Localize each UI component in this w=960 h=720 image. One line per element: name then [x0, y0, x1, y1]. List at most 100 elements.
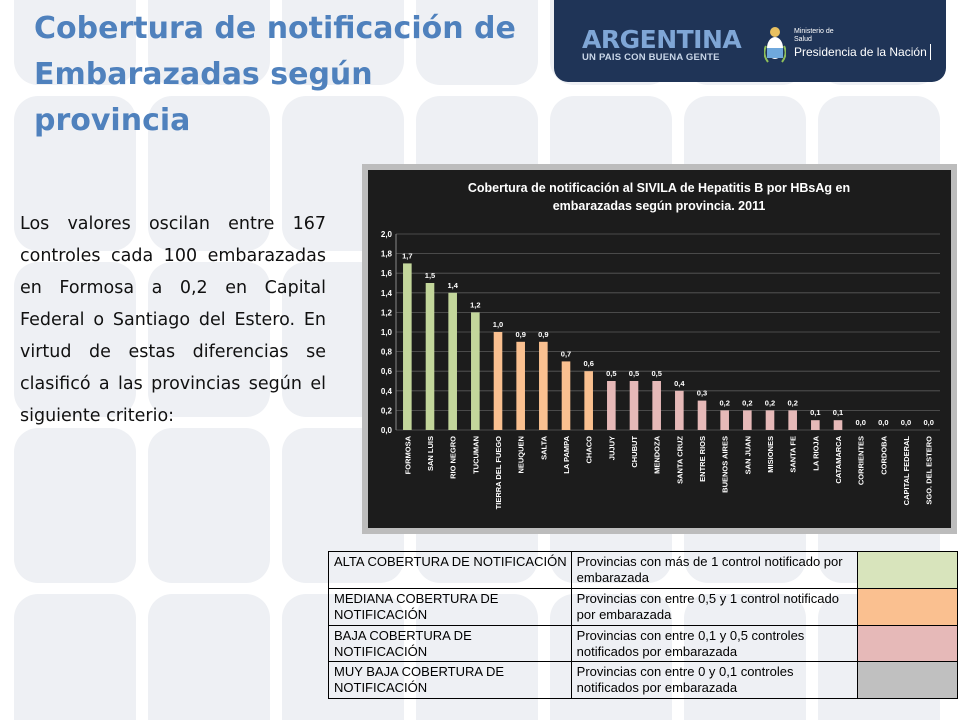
- bar-value-label: 0,2: [787, 398, 797, 407]
- bar-value-label: 0,5: [606, 369, 616, 378]
- header-banner: ARGENTINA UN PAIS CON BUENA GENTE Minist…: [554, 0, 946, 82]
- ministry-line1: Ministerio de: [794, 28, 834, 35]
- bar: [629, 381, 639, 430]
- x-tick-label: SAN LUIS: [426, 436, 435, 471]
- background-tile: [148, 0, 270, 85]
- bar: [607, 381, 616, 430]
- y-tick-label: 1,6: [381, 269, 393, 278]
- bar-value-label: 0,9: [538, 330, 548, 339]
- bar: [516, 341, 525, 430]
- y-tick-label: 0,2: [381, 406, 393, 415]
- y-tick-label: 1,2: [381, 308, 393, 317]
- legend-row: ALTA COBERTURA DE NOTIFICACIÓN Provincias…: [328, 551, 958, 589]
- bar-value-label: 0,6: [583, 359, 593, 368]
- x-tick-label: CAPITAL FEDERAL: [902, 436, 911, 506]
- background-tile: [282, 0, 404, 85]
- x-tick-label: JUJUY: [607, 436, 616, 460]
- legend-row: MUY BAJA COBERTURA DE NOTIFICACIÓN Provin…: [328, 661, 958, 699]
- bar: [652, 381, 661, 430]
- bar: [425, 283, 435, 430]
- x-tick-label: RIO NEGRO: [449, 436, 458, 479]
- legend-row: MEDIANA COBERTURA DE NOTIFICACIÓN Provinc…: [328, 587, 958, 626]
- legend-table: ALTA COBERTURA DE NOTIFICACIÓN Provincias…: [328, 551, 958, 699]
- x-tick-label: CORDOBA: [879, 435, 888, 474]
- background-tile: [148, 262, 270, 417]
- bar: [584, 371, 593, 430]
- chart-title-line1: Cobertura de notificación al SIVILA de H…: [468, 181, 850, 195]
- legend-row: BAJA COBERTURA DE NOTIFICACIÓN Provincias…: [328, 624, 958, 663]
- x-tick-label: SGO. DEL ESTERO: [925, 436, 934, 505]
- bar-value-label: 0,7: [561, 349, 571, 358]
- legend-description: Provincias con más de 1 control notifica…: [570, 551, 859, 589]
- background-tile: [14, 96, 136, 251]
- x-tick-label: CHACO: [585, 436, 594, 464]
- y-tick-label: 0,8: [381, 348, 393, 357]
- bar-value-label: 1,5: [425, 271, 435, 280]
- background-tile: [148, 594, 270, 720]
- x-tick-label: CHUBUT: [630, 436, 639, 468]
- presidency-text: Presidencia de la Nación: [794, 44, 931, 60]
- legend-color-swatch: [857, 551, 958, 589]
- argentina-logo: ARGENTINA UN PAIS CON BUENA GENTE: [582, 25, 742, 63]
- bar-value-label: 1,7: [402, 251, 412, 260]
- x-tick-label: LA PAMPA: [562, 435, 571, 473]
- bar: [720, 410, 729, 430]
- x-tick-label: ENTRE RIOS: [698, 436, 707, 482]
- legend-description: Provincias con entre 0 y 0,1 controles n…: [570, 661, 859, 699]
- bar: [561, 361, 571, 430]
- bar: [743, 410, 752, 430]
- bar-value-label: 1,2: [470, 300, 480, 309]
- legend-color-swatch: [857, 624, 958, 663]
- y-tick-label: 1,8: [381, 250, 393, 259]
- bar-value-label: 0,2: [719, 398, 729, 407]
- bar: [765, 410, 775, 430]
- bar-value-label: 1,4: [447, 281, 458, 290]
- bar-value-label: 0,0: [923, 418, 933, 427]
- background-tile: [14, 428, 136, 583]
- x-tick-label: SANTA FE: [789, 436, 798, 473]
- bar: [403, 263, 412, 430]
- background-tile: [14, 0, 136, 85]
- bar-value-label: 0,1: [810, 408, 820, 417]
- brand-text: ARGENTINA: [582, 25, 742, 54]
- y-tick-label: 0,6: [381, 367, 393, 376]
- chart-background: [368, 170, 951, 528]
- bar-value-label: 0,0: [855, 418, 865, 427]
- legend-category-label: ALTA COBERTURA DE NOTIFICACIÓN: [328, 551, 572, 589]
- bar-value-label: 0,9: [515, 330, 525, 339]
- x-tick-label: TIERRA DEL FUEGO: [494, 436, 503, 510]
- bar-value-label: 1,0: [493, 320, 503, 329]
- slogan-text: UN PAIS CON BUENA GENTE: [582, 52, 720, 63]
- bar-value-label: 0,2: [765, 398, 775, 407]
- legend-category-label: MUY BAJA COBERTURA DE NOTIFICACIÓN: [328, 661, 572, 699]
- bar-value-label: 0,0: [901, 418, 911, 427]
- x-tick-label: MENDOZA: [653, 435, 662, 473]
- bar: [811, 420, 820, 430]
- x-tick-label: CATAMARCA: [834, 435, 843, 483]
- page-title: Cobertura de notificación de Embarazadas…: [34, 11, 516, 138]
- bar-value-label: 0,1: [833, 408, 843, 417]
- bar-value-label: 0,5: [651, 369, 661, 378]
- bar: [675, 390, 684, 430]
- body-paragraph: Los valores oscilan entre 167 controles …: [20, 214, 326, 426]
- coat-of-arms-icon: [764, 27, 786, 63]
- background-tile: [416, 0, 538, 85]
- bar: [788, 410, 797, 430]
- legend-category-label: BAJA COBERTURA DE NOTIFICACIÓN: [328, 624, 572, 663]
- x-tick-label: LA RIOJA: [811, 435, 820, 470]
- background-tile: [14, 262, 136, 417]
- bar-value-label: 0,4: [674, 379, 685, 388]
- x-tick-label: SANTA CRUZ: [675, 436, 684, 484]
- chart-frame: Cobertura de notificación al SIVILA de H…: [362, 164, 957, 534]
- ministry-block: Ministerio de Salud Presidencia de la Na…: [794, 28, 931, 60]
- bar: [833, 420, 843, 430]
- bar: [539, 341, 548, 430]
- y-tick-label: 1,0: [381, 328, 393, 337]
- background-tile: [14, 594, 136, 720]
- x-tick-label: SALTA: [539, 435, 548, 459]
- x-tick-label: SAN JUAN: [743, 436, 752, 474]
- x-tick-label: NEUQUEN: [517, 436, 526, 474]
- legend-color-swatch: [857, 587, 958, 626]
- legend-color-swatch: [857, 661, 958, 699]
- y-tick-label: 1,4: [381, 289, 393, 298]
